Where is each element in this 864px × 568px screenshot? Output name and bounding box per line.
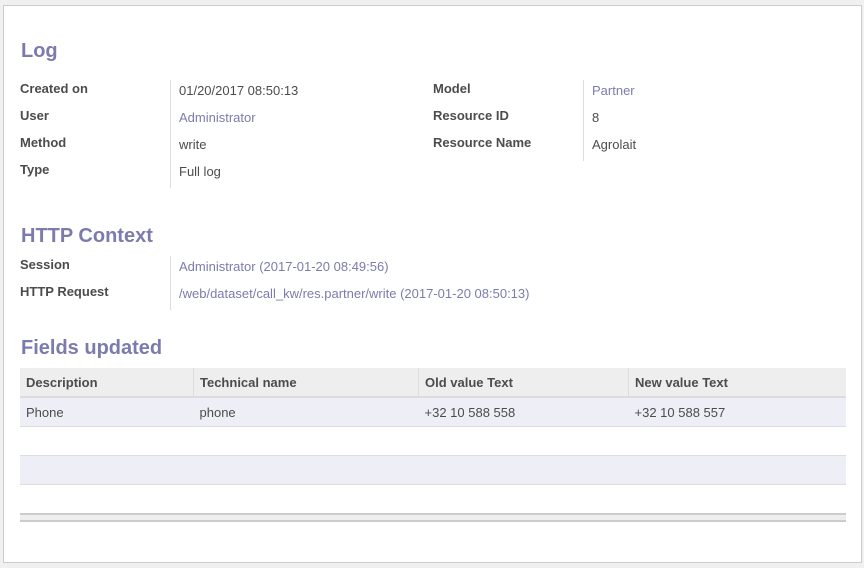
field-label: Model bbox=[433, 81, 471, 96]
form-sheet: Log Created on 01/20/2017 08:50:13 User Adm… bbox=[3, 5, 862, 563]
http-section-title: HTTP Context bbox=[21, 225, 153, 247]
cell-technical-name: phone bbox=[193, 397, 419, 427]
fields-table: Description Technical name Old value Tex… bbox=[20, 368, 846, 522]
column-header-new-value[interactable]: New value Text bbox=[628, 368, 846, 398]
http-request-link[interactable]: /web/dataset/call_kw/res.partner/write (… bbox=[179, 286, 530, 301]
table-row[interactable]: Phone phone +32 10 588 558 +32 10 588 55… bbox=[20, 397, 846, 427]
cell-description: Phone bbox=[20, 397, 194, 427]
field-value: 01/20/2017 08:50:13 bbox=[179, 83, 299, 98]
field-label: Resource Name bbox=[433, 135, 532, 150]
cell-old-value: +32 10 588 558 bbox=[418, 397, 629, 427]
field-value: 8 bbox=[592, 110, 600, 125]
field-label: Type bbox=[20, 162, 50, 177]
field-value: Full log bbox=[179, 164, 221, 179]
session-link[interactable]: Administrator (2017-01-20 08:49:56) bbox=[179, 259, 389, 274]
fields-section-title: Fields updated bbox=[21, 337, 163, 359]
column-header-technical-name[interactable]: Technical name bbox=[193, 368, 419, 398]
field-label: Created on bbox=[20, 81, 88, 96]
field-value: Agrolait bbox=[592, 137, 637, 152]
field-label: Method bbox=[20, 135, 67, 150]
empty-row bbox=[20, 426, 846, 456]
divider bbox=[170, 80, 171, 188]
field-link[interactable]: Administrator bbox=[179, 110, 256, 125]
cell-new-value: +32 10 588 557 bbox=[628, 397, 846, 427]
http-request-label: HTTP Request bbox=[20, 284, 109, 299]
session-label: Session bbox=[20, 257, 70, 272]
divider bbox=[170, 256, 171, 310]
empty-row bbox=[20, 484, 846, 515]
table-footer bbox=[20, 513, 846, 522]
field-value: write bbox=[179, 137, 207, 152]
column-header-description[interactable]: Description bbox=[20, 368, 194, 398]
field-label: Resource ID bbox=[433, 108, 509, 123]
divider bbox=[583, 80, 584, 161]
field-link[interactable]: Partner bbox=[592, 83, 635, 98]
column-header-old-value[interactable]: Old value Text bbox=[418, 368, 629, 398]
log-section-title: Log bbox=[21, 40, 58, 62]
empty-row bbox=[20, 455, 846, 485]
field-label: User bbox=[20, 108, 49, 123]
